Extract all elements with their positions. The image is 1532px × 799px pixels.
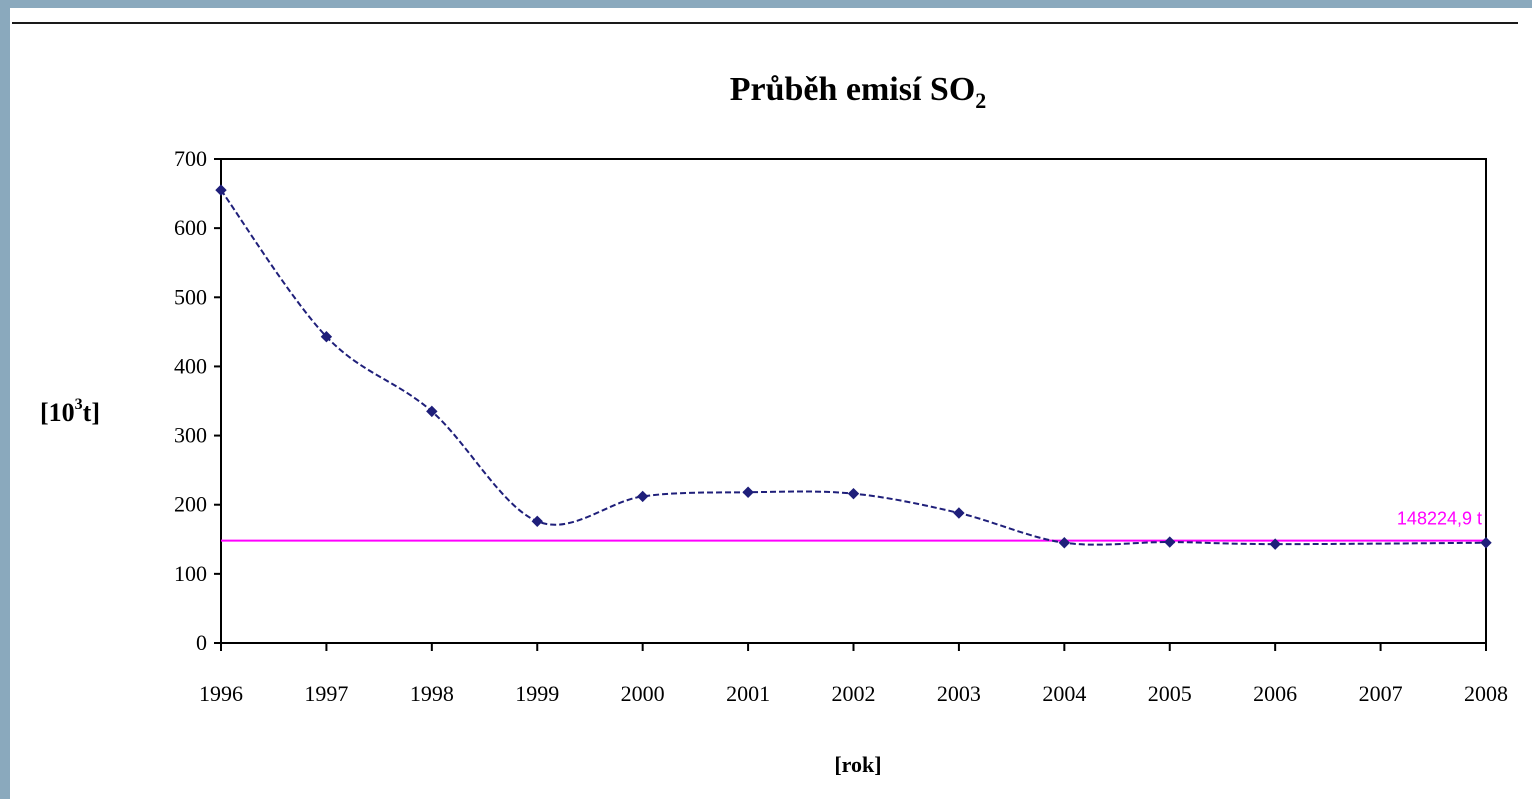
reference-line-label: 148224,9 t <box>1397 509 1482 529</box>
chart-title-subscript: 2 <box>975 88 986 113</box>
data-point-marker <box>215 184 227 196</box>
x-tick-label: 1998 <box>410 681 454 706</box>
reference-line-group: 148224,9 t <box>221 509 1486 542</box>
x-tick-label: 2006 <box>1253 681 1297 706</box>
x-tick-label: 2001 <box>726 681 770 706</box>
x-tick-label: 1996 <box>199 681 243 706</box>
series-group <box>215 184 1492 550</box>
y-tick-label: 200 <box>174 492 207 517</box>
data-point-marker <box>1269 538 1281 550</box>
y-axis-label: [103t] <box>40 396 100 427</box>
x-tick-label: 2008 <box>1464 681 1508 706</box>
y-tick-label: 100 <box>174 561 207 586</box>
series-line <box>220 189 1487 546</box>
data-point-marker <box>1480 537 1492 549</box>
y-axis-label-suffix: t] <box>83 398 100 427</box>
plot-area-frame <box>220 158 1487 644</box>
x-tick-label: 2004 <box>1042 681 1086 706</box>
x-axis: 1996 1997 1998 1999 2000 2001 2002 2003 2004 2005… <box>199 643 1508 706</box>
y-axis-label-superscript: 3 <box>75 396 83 413</box>
x-tick-label: 2000 <box>621 681 665 706</box>
data-point-marker <box>847 487 860 500</box>
x-tick-label: 2002 <box>832 681 876 706</box>
top-rule <box>12 22 1518 24</box>
x-tick-label: 1997 <box>304 681 348 706</box>
y-tick-label: 700 <box>174 146 207 171</box>
chart-title: Průběh emisí SO2 <box>730 71 987 113</box>
y-tick-label: 300 <box>174 423 207 448</box>
y-tick-label: 600 <box>174 215 207 240</box>
data-point-marker <box>636 490 649 503</box>
y-tick-label: 0 <box>196 630 207 655</box>
data-point-marker <box>1058 537 1071 549</box>
data-point-marker <box>531 515 543 528</box>
x-tick-label: 2003 <box>937 681 981 706</box>
data-point-marker <box>953 507 965 519</box>
y-axis-label-main: [10 <box>40 398 75 427</box>
x-axis-label: [rok] <box>834 752 881 777</box>
x-tick-label: 2005 <box>1148 681 1192 706</box>
y-tick-label: 500 <box>174 284 207 309</box>
data-point-marker <box>320 330 333 343</box>
data-point-marker <box>742 486 754 498</box>
y-tick-label: 400 <box>174 353 207 378</box>
chart-title-main: Průběh emisí SO <box>730 71 976 108</box>
x-tick-label: 1999 <box>515 681 559 706</box>
y-axis: 0 100 200 300 400 500 600 700 <box>174 146 221 655</box>
data-point-marker <box>426 405 438 418</box>
data-point-marker <box>1164 536 1176 548</box>
x-tick-label: 2007 <box>1359 681 1403 706</box>
slide-panel <box>10 8 1532 799</box>
